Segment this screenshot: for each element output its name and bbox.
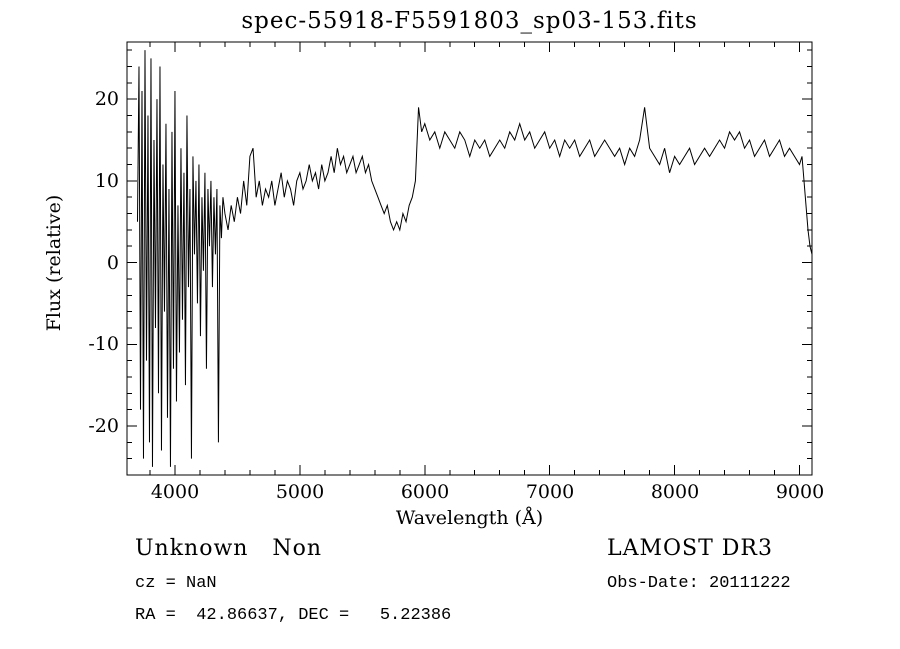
x-axis-label: Wavelength (Å) [395, 507, 544, 529]
x-tick-label: 9000 [775, 481, 825, 503]
x-tick-label: 7000 [525, 481, 575, 503]
y-tick-label: 10 [94, 170, 119, 192]
ra-dec-value: RA = 42.86637, DEC = 5.22386 [135, 606, 452, 625]
x-tick-label: 4000 [150, 481, 200, 503]
classification-label: Unknown Non [135, 536, 323, 561]
y-tick-label: 0 [106, 252, 119, 274]
x-tick-label: 5000 [275, 481, 325, 503]
x-tick-label: 6000 [400, 481, 450, 503]
plot-title: spec-55918-F5591803_sp03-153.fits [241, 8, 698, 34]
y-axis-label: Flux (relative) [43, 194, 65, 332]
y-tick-label: -20 [88, 415, 119, 437]
y-tick-label: -10 [88, 333, 119, 355]
cz-value: cz = NaN [135, 574, 217, 593]
y-tick-label: 20 [94, 88, 119, 110]
survey-label: LAMOST DR3 [607, 536, 773, 561]
x-tick-label: 8000 [650, 481, 700, 503]
obs-date-value: Obs-Date: 20111222 [607, 574, 791, 593]
